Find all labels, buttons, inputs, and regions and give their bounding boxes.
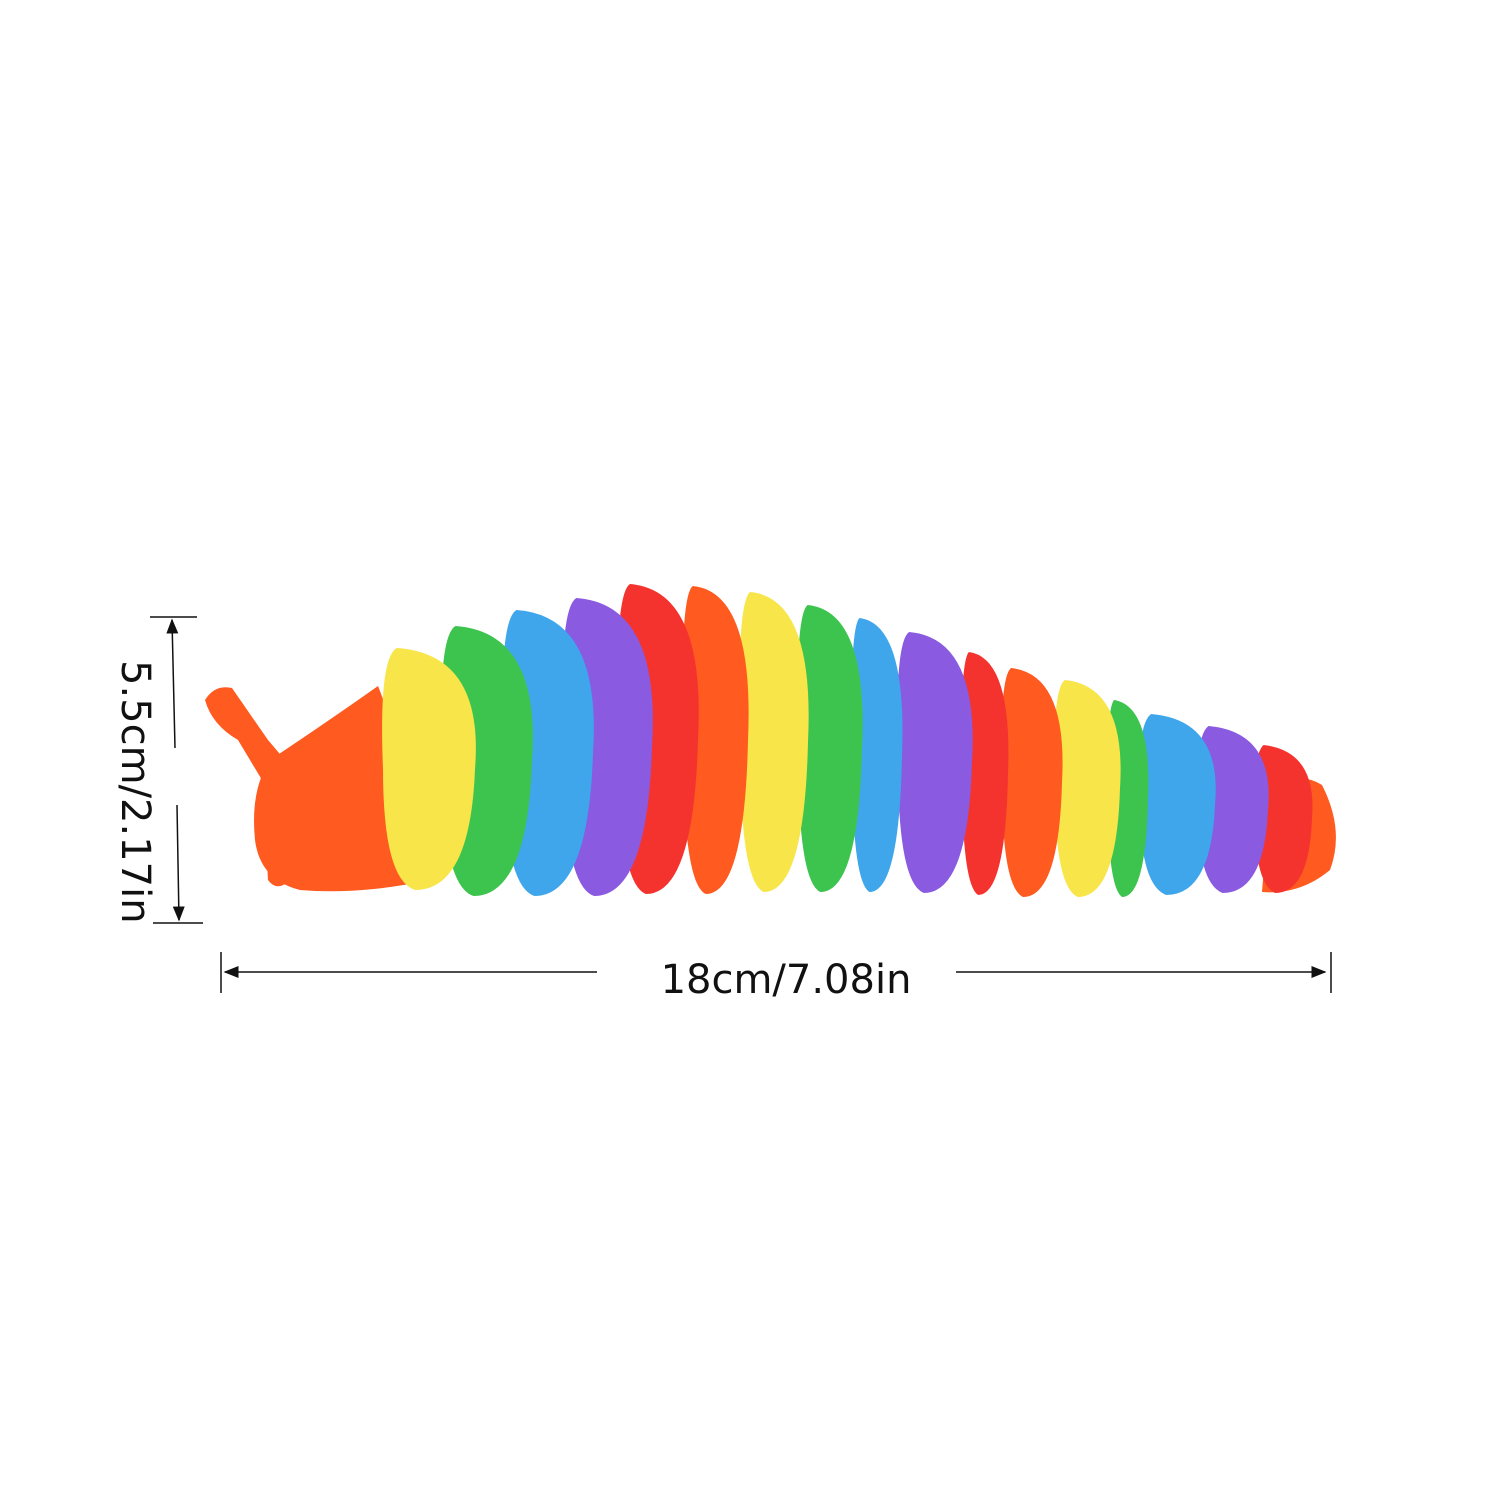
slug-upper-antenna	[205, 687, 285, 780]
slug-body-segment	[739, 592, 809, 892]
slug-lower-antenna	[266, 830, 292, 887]
slug-body-segment	[1054, 680, 1121, 897]
slug-body-segment	[1001, 668, 1063, 897]
height-arrow-up	[166, 618, 179, 749]
slug-body-segment	[1139, 714, 1216, 895]
slug-body-segment	[961, 652, 1009, 895]
length-dimension: 18cm/7.08in	[220, 952, 1332, 1003]
slug-body-segment	[1197, 726, 1269, 893]
slug-body-segment	[682, 586, 749, 894]
slug-body-segment	[1254, 745, 1313, 893]
height-arrow-down	[172, 804, 185, 922]
height-dimension: 5.5cm/2.17in	[112, 616, 203, 924]
slug-body-segment	[797, 605, 863, 892]
length-label: 18cm/7.08in	[661, 957, 912, 1003]
slug-body-segment	[851, 618, 903, 892]
slug-body-segment	[897, 632, 973, 893]
slug-body-segment	[382, 648, 476, 890]
height-label: 5.5cm/2.17in	[112, 660, 158, 924]
